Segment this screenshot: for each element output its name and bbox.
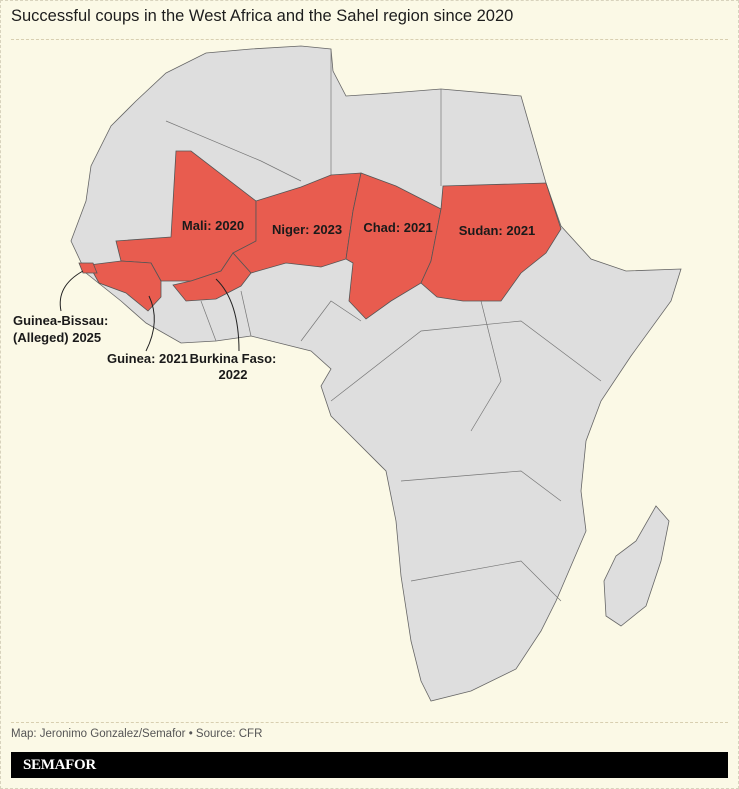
country-niger: [232, 172, 362, 274]
coup-countries: [78, 150, 562, 320]
label-guinea-bissau: Guinea-Bissau:: [13, 313, 108, 328]
credit-line: Map: Jeronimo Gonzalez/Semafor • Source:…: [11, 728, 263, 740]
divider: [11, 39, 728, 40]
country-guinea-bissau: [78, 262, 98, 274]
label-chad: Chad: 2021: [363, 220, 432, 235]
semafor-logo: SEMAFOR: [23, 757, 96, 773]
label-burkina-faso: Burkina Faso:: [190, 351, 277, 366]
africa-landmass: [70, 45, 682, 702]
label-sudan: Sudan: 2021: [459, 223, 536, 238]
divider: [11, 722, 728, 723]
label-burkina-faso-year: 2022: [219, 367, 248, 382]
brand-bar: SEMAFOR: [11, 752, 728, 778]
label-guinea: Guinea: 2021: [107, 351, 188, 366]
label-mali: Mali: 2020: [182, 218, 244, 233]
country-guinea: [88, 260, 162, 312]
country-borders: [165, 49, 602, 602]
country-sudan: [420, 182, 562, 302]
label-guinea-bissau-year: (Alleged) 2025: [13, 330, 101, 345]
madagascar: [603, 505, 670, 627]
label-niger: Niger: 2023: [272, 222, 342, 237]
country-burkina-faso: [172, 252, 252, 302]
country-chad: [345, 172, 442, 320]
callout-arrows: [59, 270, 240, 352]
map-title: Successful coups in the West Africa and …: [11, 7, 514, 25]
